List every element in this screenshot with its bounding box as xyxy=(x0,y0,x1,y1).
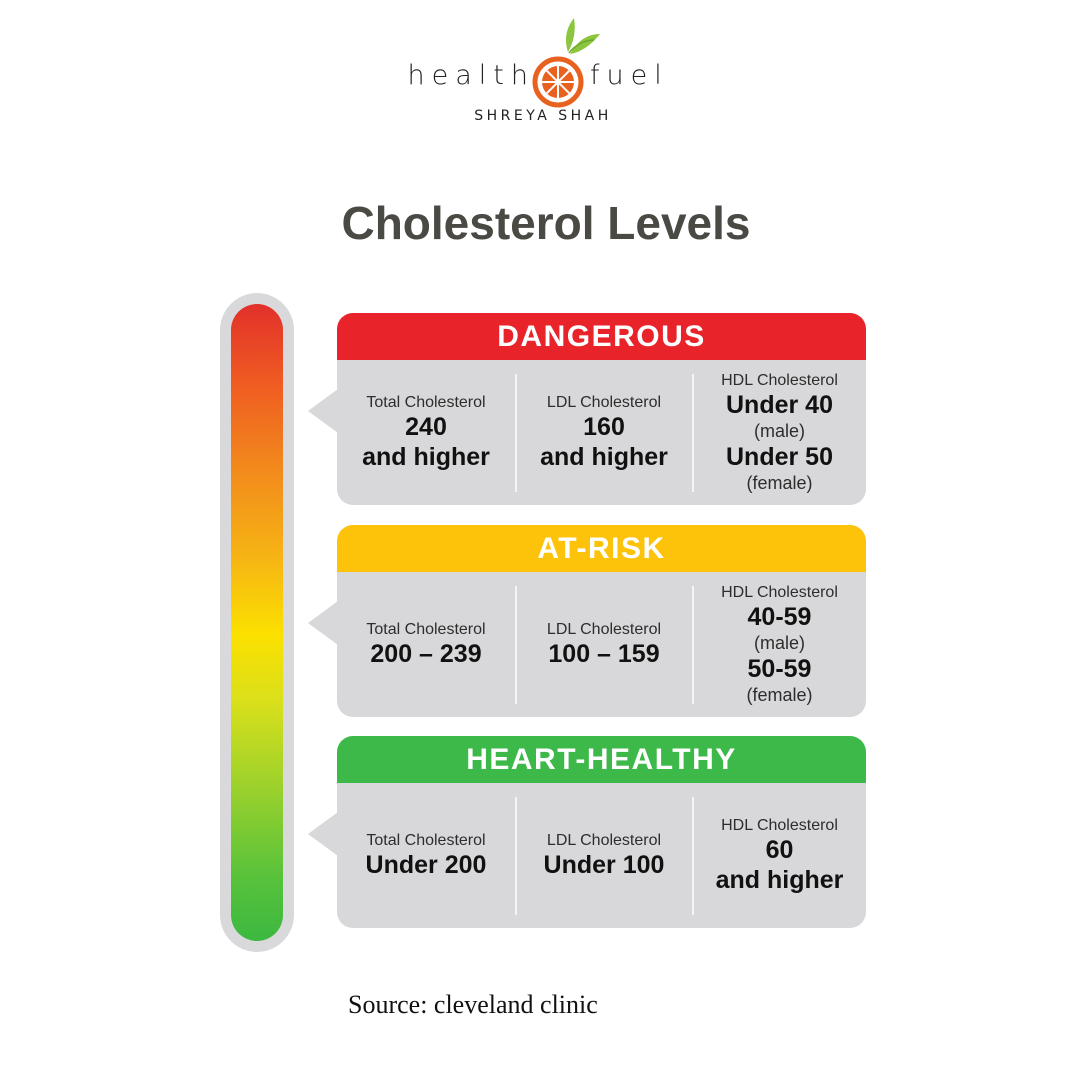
hdl-cholesterol-cell: HDL Cholesterol 60 and higher xyxy=(693,783,866,928)
column-divider xyxy=(515,586,517,704)
level-body: Total Cholesterol 200 – 239 LDL Choleste… xyxy=(337,572,866,717)
cell-label: HDL Cholesterol xyxy=(721,372,838,389)
card-pointer xyxy=(308,389,338,433)
hdl-cholesterol-cell: HDL Cholesterol Under 40 (male) Under 50… xyxy=(693,360,866,505)
page-title: Cholesterol Levels xyxy=(341,197,751,249)
total-cholesterol-cell: Total Cholesterol Under 200 xyxy=(337,783,515,928)
female-note: (female) xyxy=(746,473,813,493)
level-body: Total Cholesterol 240 and higher LDL Cho… xyxy=(337,360,866,505)
male-value: 40-59 xyxy=(747,603,812,631)
ldl-cholesterol-cell: LDL Cholesterol Under 100 xyxy=(515,783,693,928)
level-header: DANGEROUS xyxy=(337,313,866,360)
cell-label: Total Cholesterol xyxy=(366,832,486,849)
cell-value: Under 100 xyxy=(543,851,665,879)
level-card-heart-healthy: HEART-HEALTHY Total Cholesterol Under 20… xyxy=(308,736,866,928)
hdl-cholesterol-cell: HDL Cholesterol 40-59 (male) 50-59 (fema… xyxy=(693,572,866,717)
total-cholesterol-cell: Total Cholesterol 200 – 239 xyxy=(337,572,515,717)
cell-label: LDL Cholesterol xyxy=(546,394,662,411)
male-value: Under 40 xyxy=(726,391,833,419)
logo-word-fuel: fuel xyxy=(590,60,669,91)
card-pointer xyxy=(308,601,338,645)
female-value: Under 50 xyxy=(726,443,833,471)
cell-label: Total Cholesterol xyxy=(366,394,486,411)
cell-value: 160 xyxy=(583,413,625,441)
column-divider xyxy=(692,797,694,915)
gauge-color-bar xyxy=(231,304,283,941)
cell-label: Total Cholesterol xyxy=(366,621,486,638)
card-pointer xyxy=(308,812,338,856)
logo-subtitle: SHREYA SHAH xyxy=(474,108,612,124)
cell-value: Under 200 xyxy=(365,851,487,879)
cell-value: 60 xyxy=(765,836,794,864)
cell-value-line2: and higher xyxy=(715,866,844,894)
ldl-cholesterol-cell: LDL Cholesterol 160 and higher xyxy=(515,360,693,505)
orange-slice-icon xyxy=(532,18,600,108)
ldl-cholesterol-cell: LDL Cholesterol 100 – 159 xyxy=(515,572,693,717)
cell-value: 200 – 239 xyxy=(370,640,482,668)
cell-value-line2: and higher xyxy=(540,443,668,471)
cell-label: HDL Cholesterol xyxy=(721,584,838,601)
column-divider xyxy=(692,586,694,704)
level-card-dangerous: DANGEROUS Total Cholesterol 240 and high… xyxy=(308,313,866,505)
cell-label: LDL Cholesterol xyxy=(546,832,662,849)
column-divider xyxy=(515,797,517,915)
column-divider xyxy=(515,374,517,492)
level-header: HEART-HEALTHY xyxy=(337,736,866,783)
brand-logo: health fuel SHREYA SHAH xyxy=(0,0,1080,140)
source-citation: Source: cleveland clinic xyxy=(348,990,598,1019)
column-divider xyxy=(692,374,694,492)
logo-word-health: health xyxy=(407,60,535,91)
male-note: (male) xyxy=(753,421,805,441)
female-note: (female) xyxy=(746,685,813,705)
level-card-at-risk: AT-RISK Total Cholesterol 200 – 239 LDL … xyxy=(308,525,866,717)
female-value: 50-59 xyxy=(747,655,812,683)
total-cholesterol-cell: Total Cholesterol 240 and higher xyxy=(337,360,515,505)
male-note: (male) xyxy=(753,633,805,653)
cell-value: 100 – 159 xyxy=(548,640,660,668)
level-body: Total Cholesterol Under 200 LDL Choleste… xyxy=(337,783,866,928)
cell-label: HDL Cholesterol xyxy=(721,817,838,834)
level-header: AT-RISK xyxy=(337,525,866,572)
cell-value: 240 xyxy=(405,413,447,441)
cell-value-line2: and higher xyxy=(362,443,490,471)
cell-label: LDL Cholesterol xyxy=(546,621,662,638)
